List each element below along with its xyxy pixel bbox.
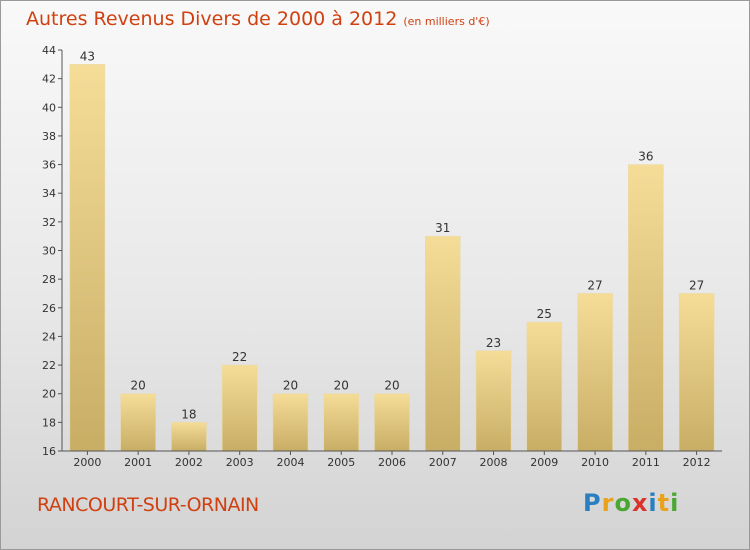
- x-tick-label-2003: 2003: [226, 456, 254, 469]
- y-tick-label: 34: [42, 187, 56, 200]
- x-tick-label-2001: 2001: [124, 456, 152, 469]
- x-tick-label-2000: 2000: [73, 456, 101, 469]
- y-tick-label: 18: [42, 416, 56, 429]
- x-axis-labels: 2000 2001 2002 2003 2004 2005 2006 2007 2008 2009…: [73, 451, 711, 469]
- chart-title: Autres Revenus Divers de 2000 à 2012 (en …: [26, 8, 490, 30]
- y-tick-label: 42: [42, 73, 56, 86]
- value-label-2002: 18: [181, 407, 196, 421]
- bar-2005: [323, 393, 359, 452]
- value-label-2008: 23: [486, 336, 501, 350]
- bar-2004: [272, 393, 309, 452]
- y-tick-label: 44: [42, 44, 56, 57]
- y-tick-label: 22: [42, 359, 56, 372]
- bars: [69, 64, 715, 452]
- y-axis-ticks: 16 18 20 22 24 26 28 30 32 34 36 38 40 42 44: [42, 44, 62, 458]
- logo-letter: t: [657, 489, 671, 517]
- logo-letter: i: [670, 489, 680, 517]
- bar-2003: [221, 364, 258, 452]
- logo-letter: P: [583, 489, 602, 517]
- bar-2008: [475, 350, 512, 452]
- logo-letter: o: [614, 489, 632, 517]
- value-label-2001: 20: [131, 379, 146, 393]
- value-label-2003: 22: [232, 350, 247, 364]
- bar-2011: [628, 164, 664, 452]
- y-tick-label: 40: [42, 101, 56, 114]
- y-tick-label: 28: [42, 273, 56, 286]
- bar-2000: [69, 64, 106, 452]
- x-tick-label-2011: 2011: [632, 456, 660, 469]
- y-tick-label: 20: [42, 388, 56, 401]
- x-tick-label-2006: 2006: [378, 456, 406, 469]
- location-name: RANCOURT-SUR-ORNAIN: [37, 494, 259, 516]
- y-tick-label: 26: [42, 302, 56, 315]
- value-label-2011: 36: [638, 150, 653, 164]
- bar-2012: [678, 293, 715, 452]
- value-label-2010: 27: [587, 278, 602, 292]
- logo-letter: x: [631, 489, 649, 517]
- y-tick-label: 30: [42, 245, 56, 258]
- x-tick-label-2007: 2007: [429, 456, 457, 469]
- bar-2010: [577, 293, 613, 452]
- chart-title-unit: (en milliers d'€): [403, 15, 490, 28]
- logo-letter: r: [601, 489, 615, 517]
- bar-2001: [120, 393, 156, 452]
- y-tick-label: 38: [42, 130, 56, 143]
- bar-2002: [171, 422, 207, 452]
- bar-2009: [526, 321, 563, 452]
- value-label-2012: 27: [689, 278, 704, 292]
- value-label-2005: 20: [334, 379, 349, 393]
- x-tick-label-2012: 2012: [683, 456, 711, 469]
- bar-2007: [425, 235, 461, 452]
- chart-title-text: Autres Revenus Divers de 2000 à 2012: [26, 8, 398, 30]
- value-label-2009: 25: [537, 307, 552, 321]
- value-label-2004: 20: [283, 379, 298, 393]
- value-label-2007: 31: [435, 221, 450, 235]
- x-tick-label-2004: 2004: [276, 456, 304, 469]
- bar-2006: [374, 393, 410, 452]
- value-label-2000: 43: [80, 49, 95, 63]
- x-tick-label-2002: 2002: [175, 456, 203, 469]
- y-tick-label: 32: [42, 216, 56, 229]
- x-tick-label-2009: 2009: [530, 456, 558, 469]
- value-labels: 43 20 18 22 20 20 20 31 23 25 27 36 27: [80, 49, 705, 421]
- logo-letter: i: [648, 489, 658, 517]
- x-tick-label-2008: 2008: [480, 456, 508, 469]
- x-tick-label-2005: 2005: [327, 456, 355, 469]
- x-tick-label-2010: 2010: [581, 456, 609, 469]
- value-label-2006: 20: [384, 379, 399, 393]
- y-tick-label: 36: [42, 159, 56, 172]
- y-tick-label: 24: [42, 330, 56, 343]
- y-tick-label: 16: [42, 445, 56, 458]
- proxiti-logo: Proxiti: [583, 489, 679, 517]
